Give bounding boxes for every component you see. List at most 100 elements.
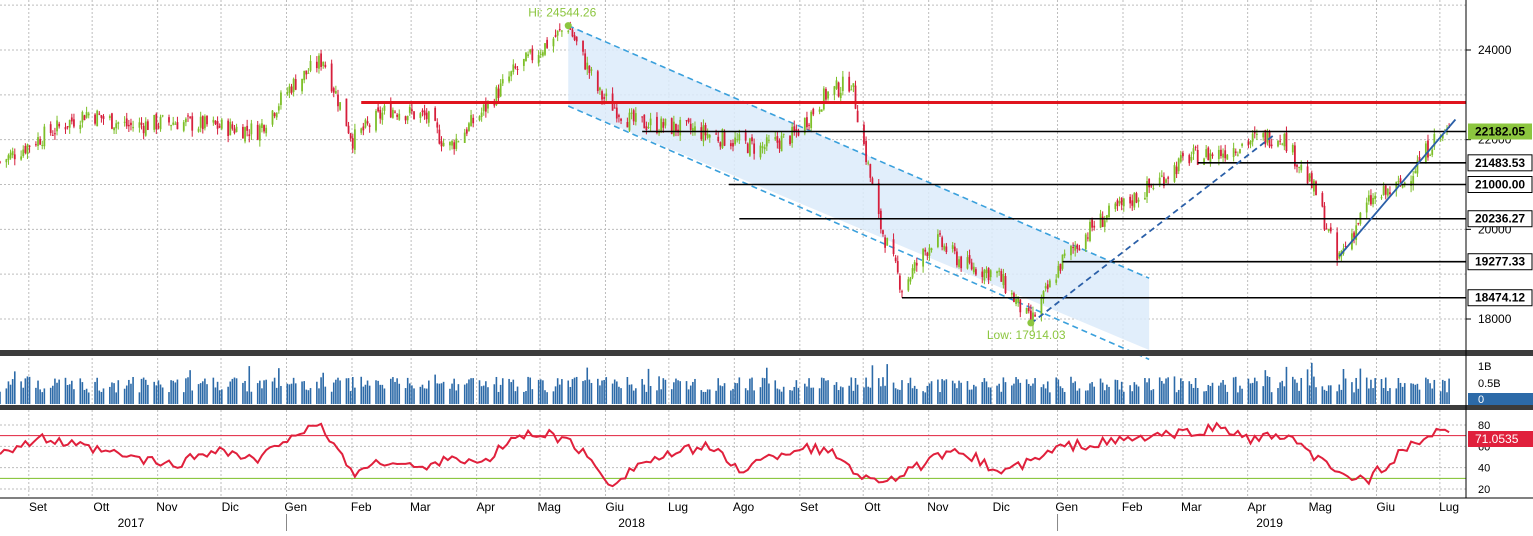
volume-bar <box>278 368 280 404</box>
volume-bar <box>983 378 986 404</box>
volume-bar <box>736 383 739 404</box>
candle-body <box>1192 148 1195 155</box>
volume-bar <box>804 383 806 404</box>
candle-body <box>744 132 747 141</box>
volume-bar <box>1099 378 1102 404</box>
volume-bar <box>233 377 236 404</box>
volume-bar <box>218 390 221 404</box>
trendline <box>1030 134 1275 325</box>
candle-body <box>896 261 899 273</box>
volume-bar <box>1344 378 1347 404</box>
volume-bar <box>485 381 487 404</box>
candle-body <box>419 113 422 118</box>
volume-bar <box>996 385 998 404</box>
volume-bar <box>558 384 561 404</box>
volume-bar <box>11 379 14 404</box>
candle-body <box>1395 181 1398 191</box>
volume-bar <box>734 382 736 404</box>
volume-bar <box>185 378 187 404</box>
candle-body <box>1032 312 1034 326</box>
volume-bar <box>956 388 958 404</box>
candle-body <box>187 115 189 117</box>
volume-bar <box>1262 386 1265 404</box>
candle-body <box>242 126 244 139</box>
candle-body <box>258 125 261 141</box>
candle-body <box>975 269 977 275</box>
volume-bar <box>229 381 232 404</box>
volume-bar <box>470 378 472 404</box>
candle-body <box>953 246 956 252</box>
volume-bar <box>294 383 297 404</box>
volume-bar <box>837 390 840 404</box>
volume-bar <box>235 378 238 404</box>
candle-body <box>453 142 456 150</box>
candle-body <box>113 127 115 131</box>
candle-body <box>218 126 221 128</box>
candle-body <box>972 266 975 273</box>
candle-body <box>924 249 927 252</box>
volume-bar <box>377 380 379 404</box>
volume-bar <box>394 381 396 404</box>
volume-bar <box>1253 377 1256 404</box>
volume-bar <box>1239 385 1241 404</box>
volume-bar <box>649 386 652 404</box>
volume-bar <box>510 382 512 404</box>
volume-bar <box>590 382 593 404</box>
candle-body <box>85 112 88 118</box>
candle-body <box>1433 133 1436 147</box>
extreme-marker <box>1027 319 1035 327</box>
candle-body <box>780 135 783 152</box>
volume-bar <box>1425 377 1427 404</box>
candle-body <box>987 267 990 281</box>
candle-body <box>41 144 44 146</box>
candle-body <box>1355 225 1358 240</box>
volume-bar <box>1175 392 1178 404</box>
candle-body <box>1175 166 1178 175</box>
volume-bar <box>1192 387 1195 404</box>
level-value-label: 21000.00 <box>1475 178 1525 192</box>
rsi-tick-label: 80 <box>1478 420 1490 432</box>
volume-bar <box>187 377 189 404</box>
candle-body <box>1148 178 1151 188</box>
volume-bar <box>440 383 443 404</box>
month-tick-label: Gen <box>284 500 307 514</box>
candle-body <box>1431 149 1434 155</box>
candle-body <box>423 110 426 116</box>
volume-bar <box>1150 390 1153 404</box>
volume-bar <box>130 383 132 404</box>
candle-body <box>797 130 800 136</box>
candle-body <box>1019 299 1022 313</box>
year-label: 2018 <box>618 516 645 530</box>
volume-bar <box>288 384 291 404</box>
volume-bar <box>922 391 924 404</box>
volume-bar <box>324 386 327 404</box>
candle-body <box>1152 187 1155 190</box>
candle-body <box>1370 195 1372 205</box>
candle-body <box>645 126 648 131</box>
volume-bar <box>1268 377 1271 404</box>
candle-body <box>189 116 192 118</box>
volume-bar <box>1165 378 1167 404</box>
candle-body <box>596 71 599 91</box>
candle-body <box>1044 286 1047 289</box>
volume-bar <box>409 383 411 404</box>
volume-bar <box>7 381 10 404</box>
candle-body <box>1105 215 1108 220</box>
candle-body <box>111 113 113 129</box>
volume-bar <box>24 378 27 404</box>
candle-body <box>470 115 472 127</box>
candle-body <box>514 66 517 69</box>
volume-bar <box>13 371 16 404</box>
candle-body <box>793 126 796 133</box>
volume-bar <box>330 391 333 404</box>
volume-bar <box>529 377 532 404</box>
volume-bar <box>869 387 872 404</box>
candle-body <box>626 121 629 128</box>
volume-bar <box>1205 391 1207 404</box>
month-tick-label: Lug <box>1439 500 1459 514</box>
volume-bar <box>142 377 145 404</box>
candle-body <box>702 125 705 142</box>
candle-body <box>1196 149 1199 165</box>
candle-body <box>1165 179 1167 183</box>
candle-body <box>1285 132 1288 152</box>
